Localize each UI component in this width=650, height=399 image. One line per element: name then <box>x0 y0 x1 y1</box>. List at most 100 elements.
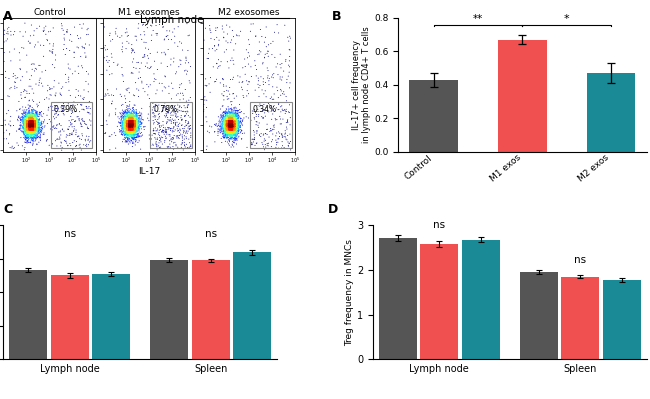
Point <box>224 123 234 129</box>
Point <box>204 46 214 52</box>
Point <box>31 124 42 130</box>
Point <box>138 85 148 91</box>
Point <box>23 121 34 128</box>
Point <box>226 119 236 125</box>
Point <box>228 34 239 40</box>
Point <box>222 130 233 136</box>
Point <box>120 125 131 131</box>
Point <box>122 132 133 138</box>
Point <box>122 112 133 119</box>
Point <box>29 128 39 134</box>
Point <box>227 28 237 34</box>
Point <box>5 113 16 120</box>
Point <box>29 126 40 132</box>
Point <box>238 93 248 99</box>
Point <box>26 22 36 28</box>
Point <box>22 115 32 121</box>
Point <box>131 112 141 118</box>
Point <box>124 125 134 131</box>
Point <box>226 107 237 113</box>
Point <box>129 122 139 128</box>
Point <box>130 125 140 132</box>
Point <box>127 126 138 133</box>
Point <box>227 115 238 122</box>
Point <box>124 126 134 132</box>
Point <box>125 117 135 124</box>
Point <box>29 114 39 120</box>
Point <box>25 125 35 132</box>
Point <box>222 125 232 132</box>
Point <box>231 118 241 124</box>
Point <box>225 129 235 135</box>
Point <box>230 122 240 128</box>
Point <box>25 131 35 137</box>
Point <box>224 129 235 136</box>
Point <box>21 123 31 130</box>
Point <box>150 125 161 131</box>
Point <box>24 119 34 125</box>
Point <box>123 129 133 135</box>
Point <box>179 113 190 120</box>
Point <box>226 123 237 130</box>
Point <box>223 119 233 125</box>
Point <box>62 126 73 132</box>
Point <box>21 135 31 141</box>
Point <box>132 117 142 123</box>
Point <box>122 122 132 129</box>
Point <box>285 115 296 121</box>
Point <box>223 121 233 128</box>
Point <box>26 119 36 125</box>
Point <box>159 131 170 137</box>
Point <box>224 122 235 129</box>
Point <box>123 129 133 136</box>
Point <box>222 129 233 135</box>
Point <box>228 130 239 136</box>
Point <box>220 126 231 132</box>
Point <box>227 122 237 128</box>
Point <box>228 124 239 130</box>
Point <box>123 117 133 124</box>
Point <box>8 122 19 129</box>
Point <box>228 114 239 120</box>
Point <box>25 116 35 122</box>
Point <box>124 117 135 123</box>
Point <box>19 120 29 126</box>
Point <box>26 128 36 134</box>
Point <box>225 119 235 125</box>
Point <box>217 123 228 129</box>
Point <box>231 120 241 126</box>
Point <box>166 80 177 86</box>
Point <box>120 129 131 135</box>
Point <box>125 122 135 129</box>
Point <box>25 119 35 126</box>
Point <box>129 126 140 132</box>
Point <box>226 132 237 138</box>
Point <box>29 125 39 131</box>
Point <box>32 125 42 132</box>
Point <box>237 130 248 136</box>
Point <box>229 120 240 126</box>
Point <box>31 118 41 124</box>
Point <box>27 118 38 124</box>
Point <box>249 136 259 143</box>
Point <box>29 121 39 128</box>
Point <box>218 112 229 119</box>
Point <box>18 128 28 134</box>
Point <box>219 132 229 138</box>
Point <box>125 121 135 127</box>
Point <box>24 120 34 126</box>
Point <box>131 120 141 127</box>
Point <box>119 120 129 126</box>
Point <box>227 123 237 130</box>
Point <box>224 125 235 131</box>
Point <box>23 128 33 134</box>
Point <box>227 76 238 83</box>
Point <box>24 127 34 133</box>
Point <box>151 136 161 142</box>
Point <box>124 121 134 127</box>
Point <box>127 122 137 129</box>
Point <box>27 121 38 128</box>
Point <box>29 125 39 131</box>
Point <box>113 119 124 125</box>
Point <box>131 119 141 125</box>
